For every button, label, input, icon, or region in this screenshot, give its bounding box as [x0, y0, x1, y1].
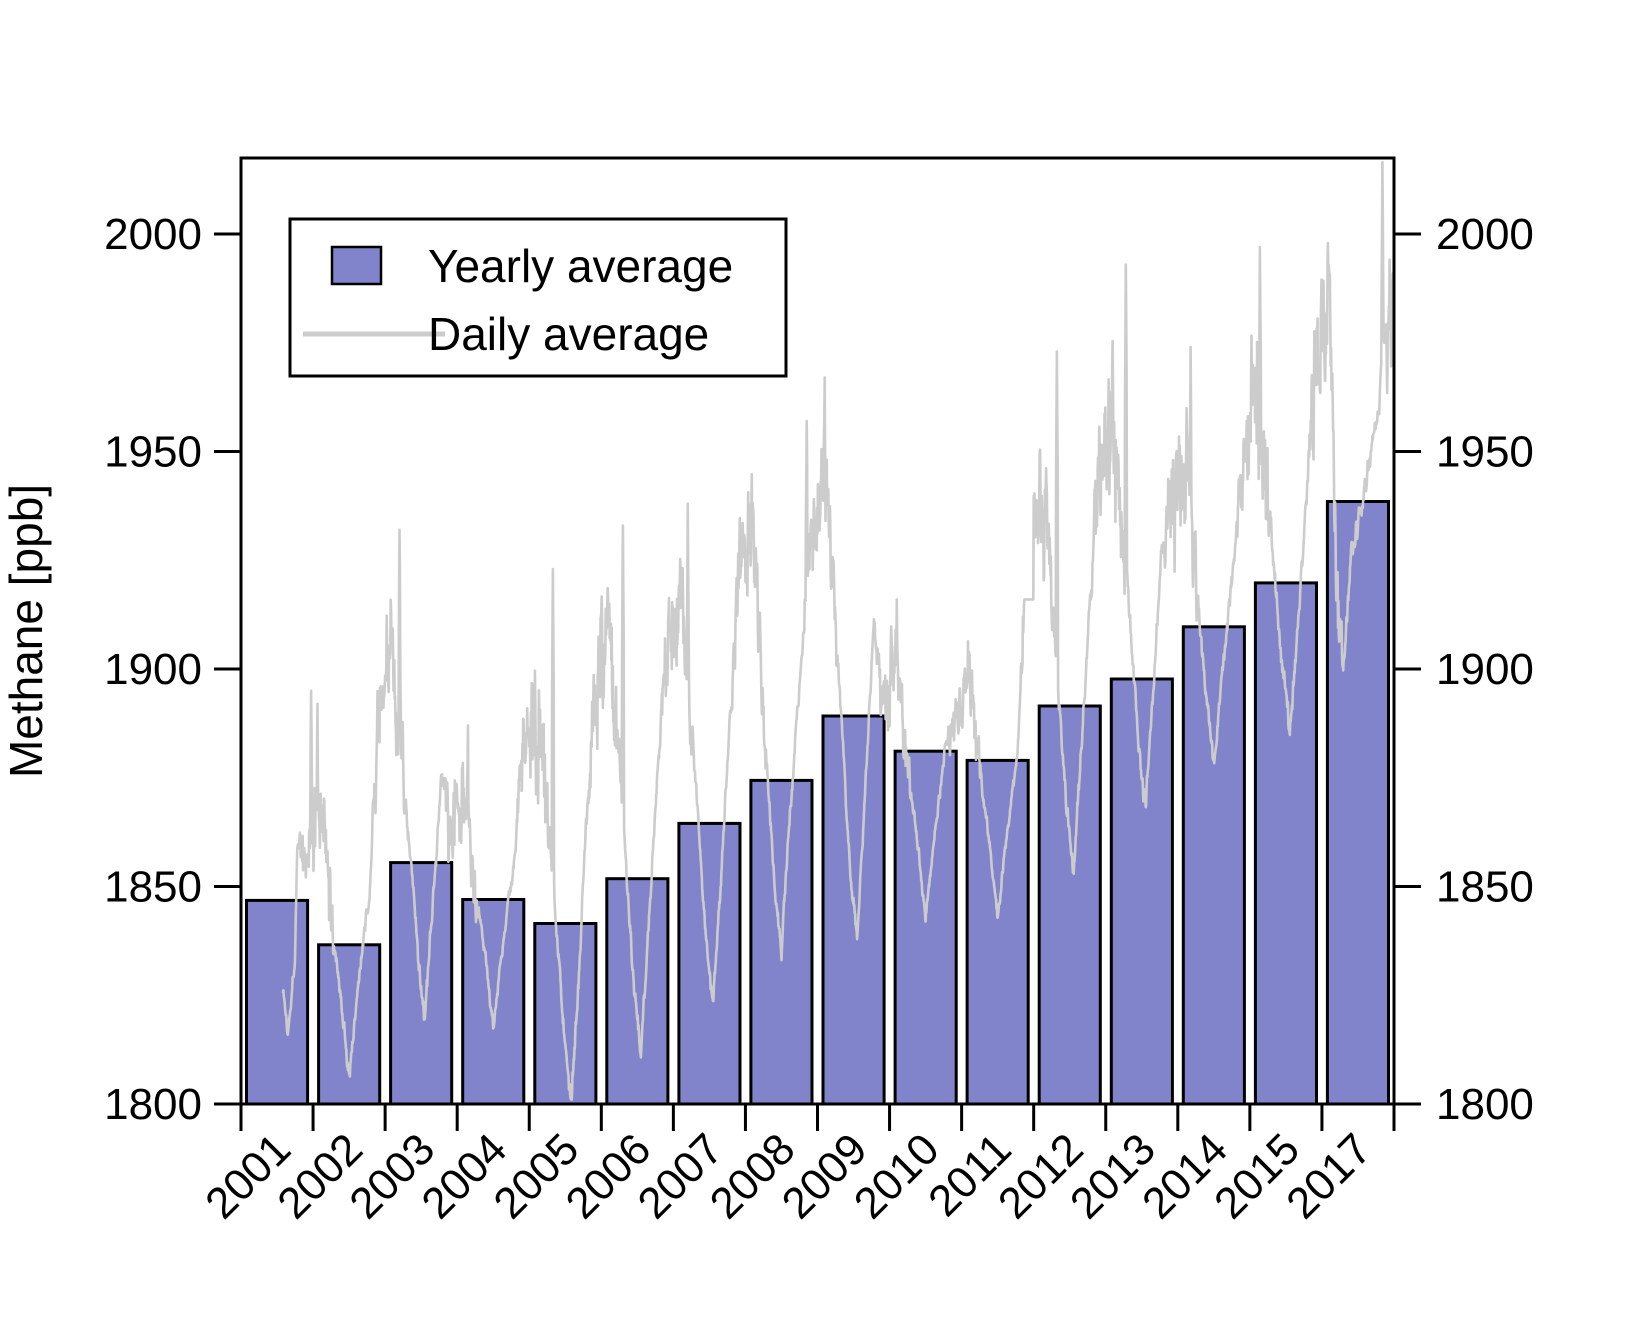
legend-bar-swatch	[330, 245, 383, 286]
y-tick-label-left-2000: 2000	[104, 210, 202, 259]
bar-2012	[1037, 704, 1102, 1106]
y-axis-title: Methane [ppb]	[0, 484, 52, 778]
bar-2001	[245, 898, 310, 1106]
y-tick-label-right-1900: 1900	[1436, 645, 1534, 694]
yearly-average-bars	[245, 500, 1391, 1106]
y-tick-label-left-1800: 1800	[104, 1080, 202, 1129]
y-tick-label-left-1900: 1900	[104, 645, 202, 694]
y-axis: 2000 2000 1950 1950 1900 1900 1850 1850 1800 1800	[104, 210, 1534, 1129]
bar-2011	[965, 758, 1030, 1106]
bar-2010	[893, 749, 958, 1106]
legend: Yearly average Daily average	[288, 217, 788, 378]
daily-average-line	[281, 160, 1394, 1101]
y-tick-label-right-2000: 2000	[1436, 210, 1534, 259]
bar-2014	[1181, 625, 1246, 1106]
y-tick-label-left-1950: 1950	[104, 428, 202, 477]
bar-2002	[317, 943, 382, 1106]
bar-2004	[461, 898, 526, 1106]
bar-2005	[533, 922, 598, 1106]
bar-2006	[605, 877, 670, 1106]
bar-2013	[1109, 677, 1174, 1106]
y-tick-label-right-1850: 1850	[1436, 863, 1534, 912]
y-tick-label-right-1950: 1950	[1436, 428, 1534, 477]
legend-box	[288, 217, 788, 378]
x-tick-label-2017: 2017	[1277, 1124, 1381, 1228]
y-tick-label-right-1800: 1800	[1436, 1080, 1534, 1129]
bar-2015	[1253, 581, 1319, 1106]
x-axis: 2001200220032004200520062007200820092010…	[196, 1104, 1396, 1228]
legend-label-yearly-average: Yearly average	[428, 240, 733, 292]
y-tick-label-left-1850: 1850	[104, 863, 202, 912]
legend-label-daily-average: Daily average	[428, 308, 709, 360]
